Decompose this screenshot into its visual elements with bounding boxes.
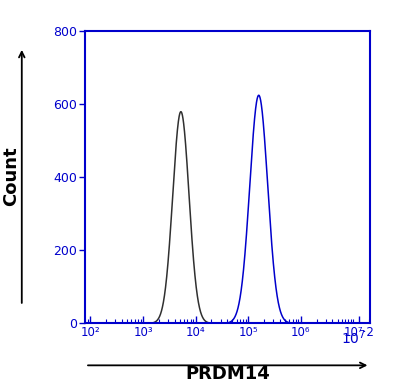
Text: Count: Count — [2, 147, 20, 206]
Text: PRDM14: PRDM14 — [185, 365, 270, 383]
